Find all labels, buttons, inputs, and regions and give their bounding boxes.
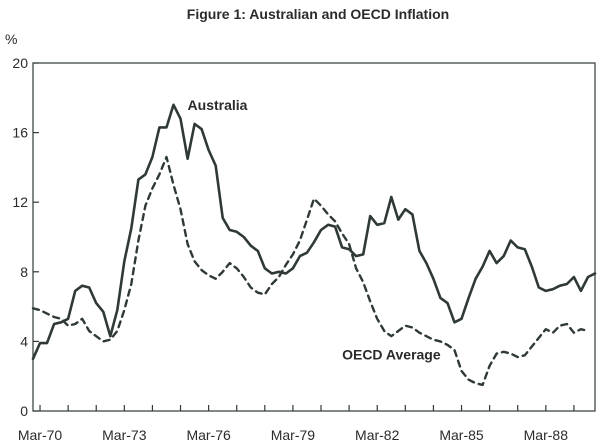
series-line-australia [31,103,597,361]
series-line-oecd-average [31,155,590,387]
y-tick-label: 0 [20,403,28,419]
series-label-australia: Australia [188,97,248,113]
y-tick-label: 16 [12,125,28,141]
y-tick-label: 12 [12,194,28,210]
annotations: Australia OECD Average [188,97,441,363]
series-label-oecd-average: OECD Average [342,347,441,363]
y-tick-label: 4 [20,333,28,349]
x-tick-label: Mar-76 [186,427,231,443]
x-tick-label: Mar-82 [355,427,400,443]
y-axis: 0 4 8 12 16 20 [12,55,39,419]
x-tick-label: Mar-73 [102,427,147,443]
series-layer [31,103,597,387]
plot-frame [32,62,596,412]
x-tick-label: Mar-85 [439,427,484,443]
chart-title: Figure 1: Australian and OECD Inflation [187,6,449,22]
x-tick-label: Mar-79 [271,427,316,443]
y-tick-label: 8 [20,264,28,280]
y-tick-label: 20 [12,55,28,71]
x-tick-label: Mar-70 [18,427,63,443]
x-axis: Mar-70 Mar-73 Mar-76 Mar-79 Mar-82 Mar-85 Mar-… [18,405,575,443]
y-axis-unit-label: % [5,31,17,47]
x-tick-label: Mar-88 [524,427,569,443]
